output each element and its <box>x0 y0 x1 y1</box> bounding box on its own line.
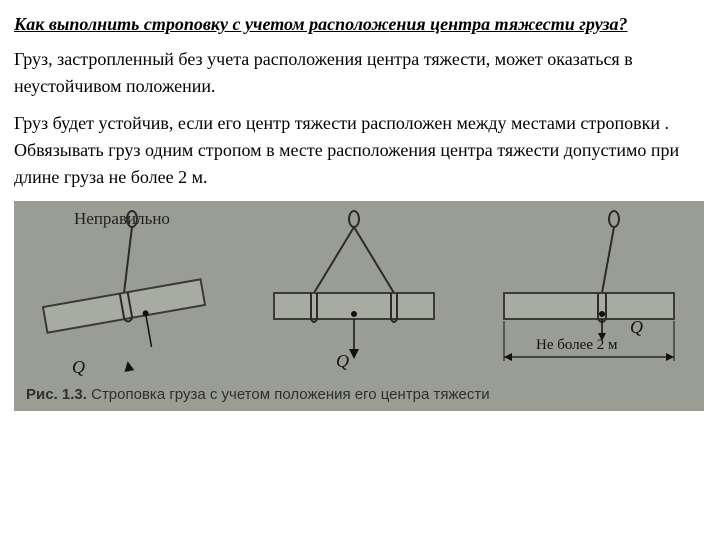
paragraph-1: Груз, застропленный без учета расположен… <box>14 46 706 100</box>
label-incorrect: Неправильно <box>74 209 170 229</box>
label-q-left: Q <box>72 357 85 378</box>
question-heading: Как выполнить строповку с учетом располо… <box>14 12 706 36</box>
figure-1-3: Неправильно Q Q Q Не более 2 м Рис. 1.3.… <box>14 201 704 411</box>
caption-text: Строповка груза с учетом положения его ц… <box>87 386 490 403</box>
label-q-mid: Q <box>336 351 349 372</box>
rigging-diagram-svg <box>14 201 704 411</box>
label-q-right: Q <box>630 317 643 338</box>
caption-ref: Рис. 1.3. <box>26 386 87 403</box>
label-dimension: Не более 2 м <box>536 337 617 354</box>
paragraph-2: Груз будет устойчив, если его центр тяже… <box>14 110 706 191</box>
figure-caption: Рис. 1.3. Строповка груза с учетом полож… <box>26 386 490 403</box>
